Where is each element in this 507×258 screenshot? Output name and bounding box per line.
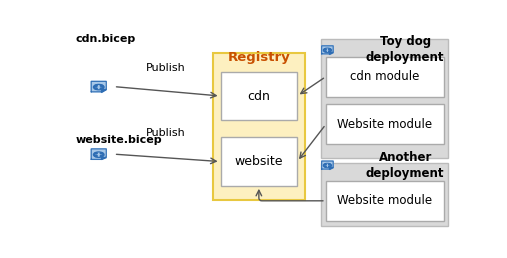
Polygon shape bbox=[330, 167, 333, 169]
Circle shape bbox=[93, 84, 104, 90]
Circle shape bbox=[100, 88, 102, 89]
Circle shape bbox=[329, 164, 331, 165]
FancyBboxPatch shape bbox=[213, 53, 305, 200]
Circle shape bbox=[329, 49, 331, 50]
Circle shape bbox=[324, 49, 327, 50]
Circle shape bbox=[329, 166, 331, 167]
Polygon shape bbox=[91, 81, 106, 92]
Circle shape bbox=[325, 49, 330, 51]
FancyBboxPatch shape bbox=[326, 181, 444, 221]
Circle shape bbox=[323, 48, 332, 52]
Circle shape bbox=[324, 164, 327, 165]
FancyBboxPatch shape bbox=[221, 137, 297, 186]
Text: Publish: Publish bbox=[146, 128, 186, 138]
Text: Another
deployment: Another deployment bbox=[366, 151, 445, 180]
FancyBboxPatch shape bbox=[321, 163, 449, 226]
Text: Publish: Publish bbox=[146, 63, 186, 73]
Text: Toy dog
deployment: Toy dog deployment bbox=[366, 35, 445, 64]
FancyBboxPatch shape bbox=[326, 104, 444, 144]
Text: Website module: Website module bbox=[337, 118, 432, 131]
Circle shape bbox=[100, 155, 102, 157]
Circle shape bbox=[324, 166, 327, 167]
FancyBboxPatch shape bbox=[326, 57, 444, 96]
FancyBboxPatch shape bbox=[221, 72, 297, 120]
Text: cdn: cdn bbox=[247, 90, 270, 102]
Circle shape bbox=[329, 51, 331, 52]
Circle shape bbox=[95, 88, 97, 89]
Text: website: website bbox=[235, 155, 283, 168]
Text: Website module: Website module bbox=[337, 194, 432, 207]
FancyBboxPatch shape bbox=[321, 39, 449, 158]
Polygon shape bbox=[101, 157, 106, 159]
Circle shape bbox=[95, 155, 97, 157]
Circle shape bbox=[323, 163, 332, 167]
Circle shape bbox=[95, 85, 97, 86]
Circle shape bbox=[95, 153, 97, 154]
Circle shape bbox=[96, 86, 101, 88]
Polygon shape bbox=[321, 161, 333, 169]
Circle shape bbox=[96, 153, 101, 156]
Polygon shape bbox=[101, 89, 106, 92]
Text: Registry: Registry bbox=[227, 51, 290, 64]
Circle shape bbox=[93, 152, 104, 157]
Circle shape bbox=[100, 153, 102, 154]
Polygon shape bbox=[330, 52, 333, 54]
Text: cdn module: cdn module bbox=[350, 70, 419, 83]
Circle shape bbox=[100, 85, 102, 86]
Text: cdn.bicep: cdn.bicep bbox=[75, 34, 135, 44]
Circle shape bbox=[324, 51, 327, 52]
Circle shape bbox=[325, 164, 330, 166]
Polygon shape bbox=[321, 46, 333, 54]
Polygon shape bbox=[91, 149, 106, 159]
Text: website.bicep: website.bicep bbox=[75, 135, 162, 145]
